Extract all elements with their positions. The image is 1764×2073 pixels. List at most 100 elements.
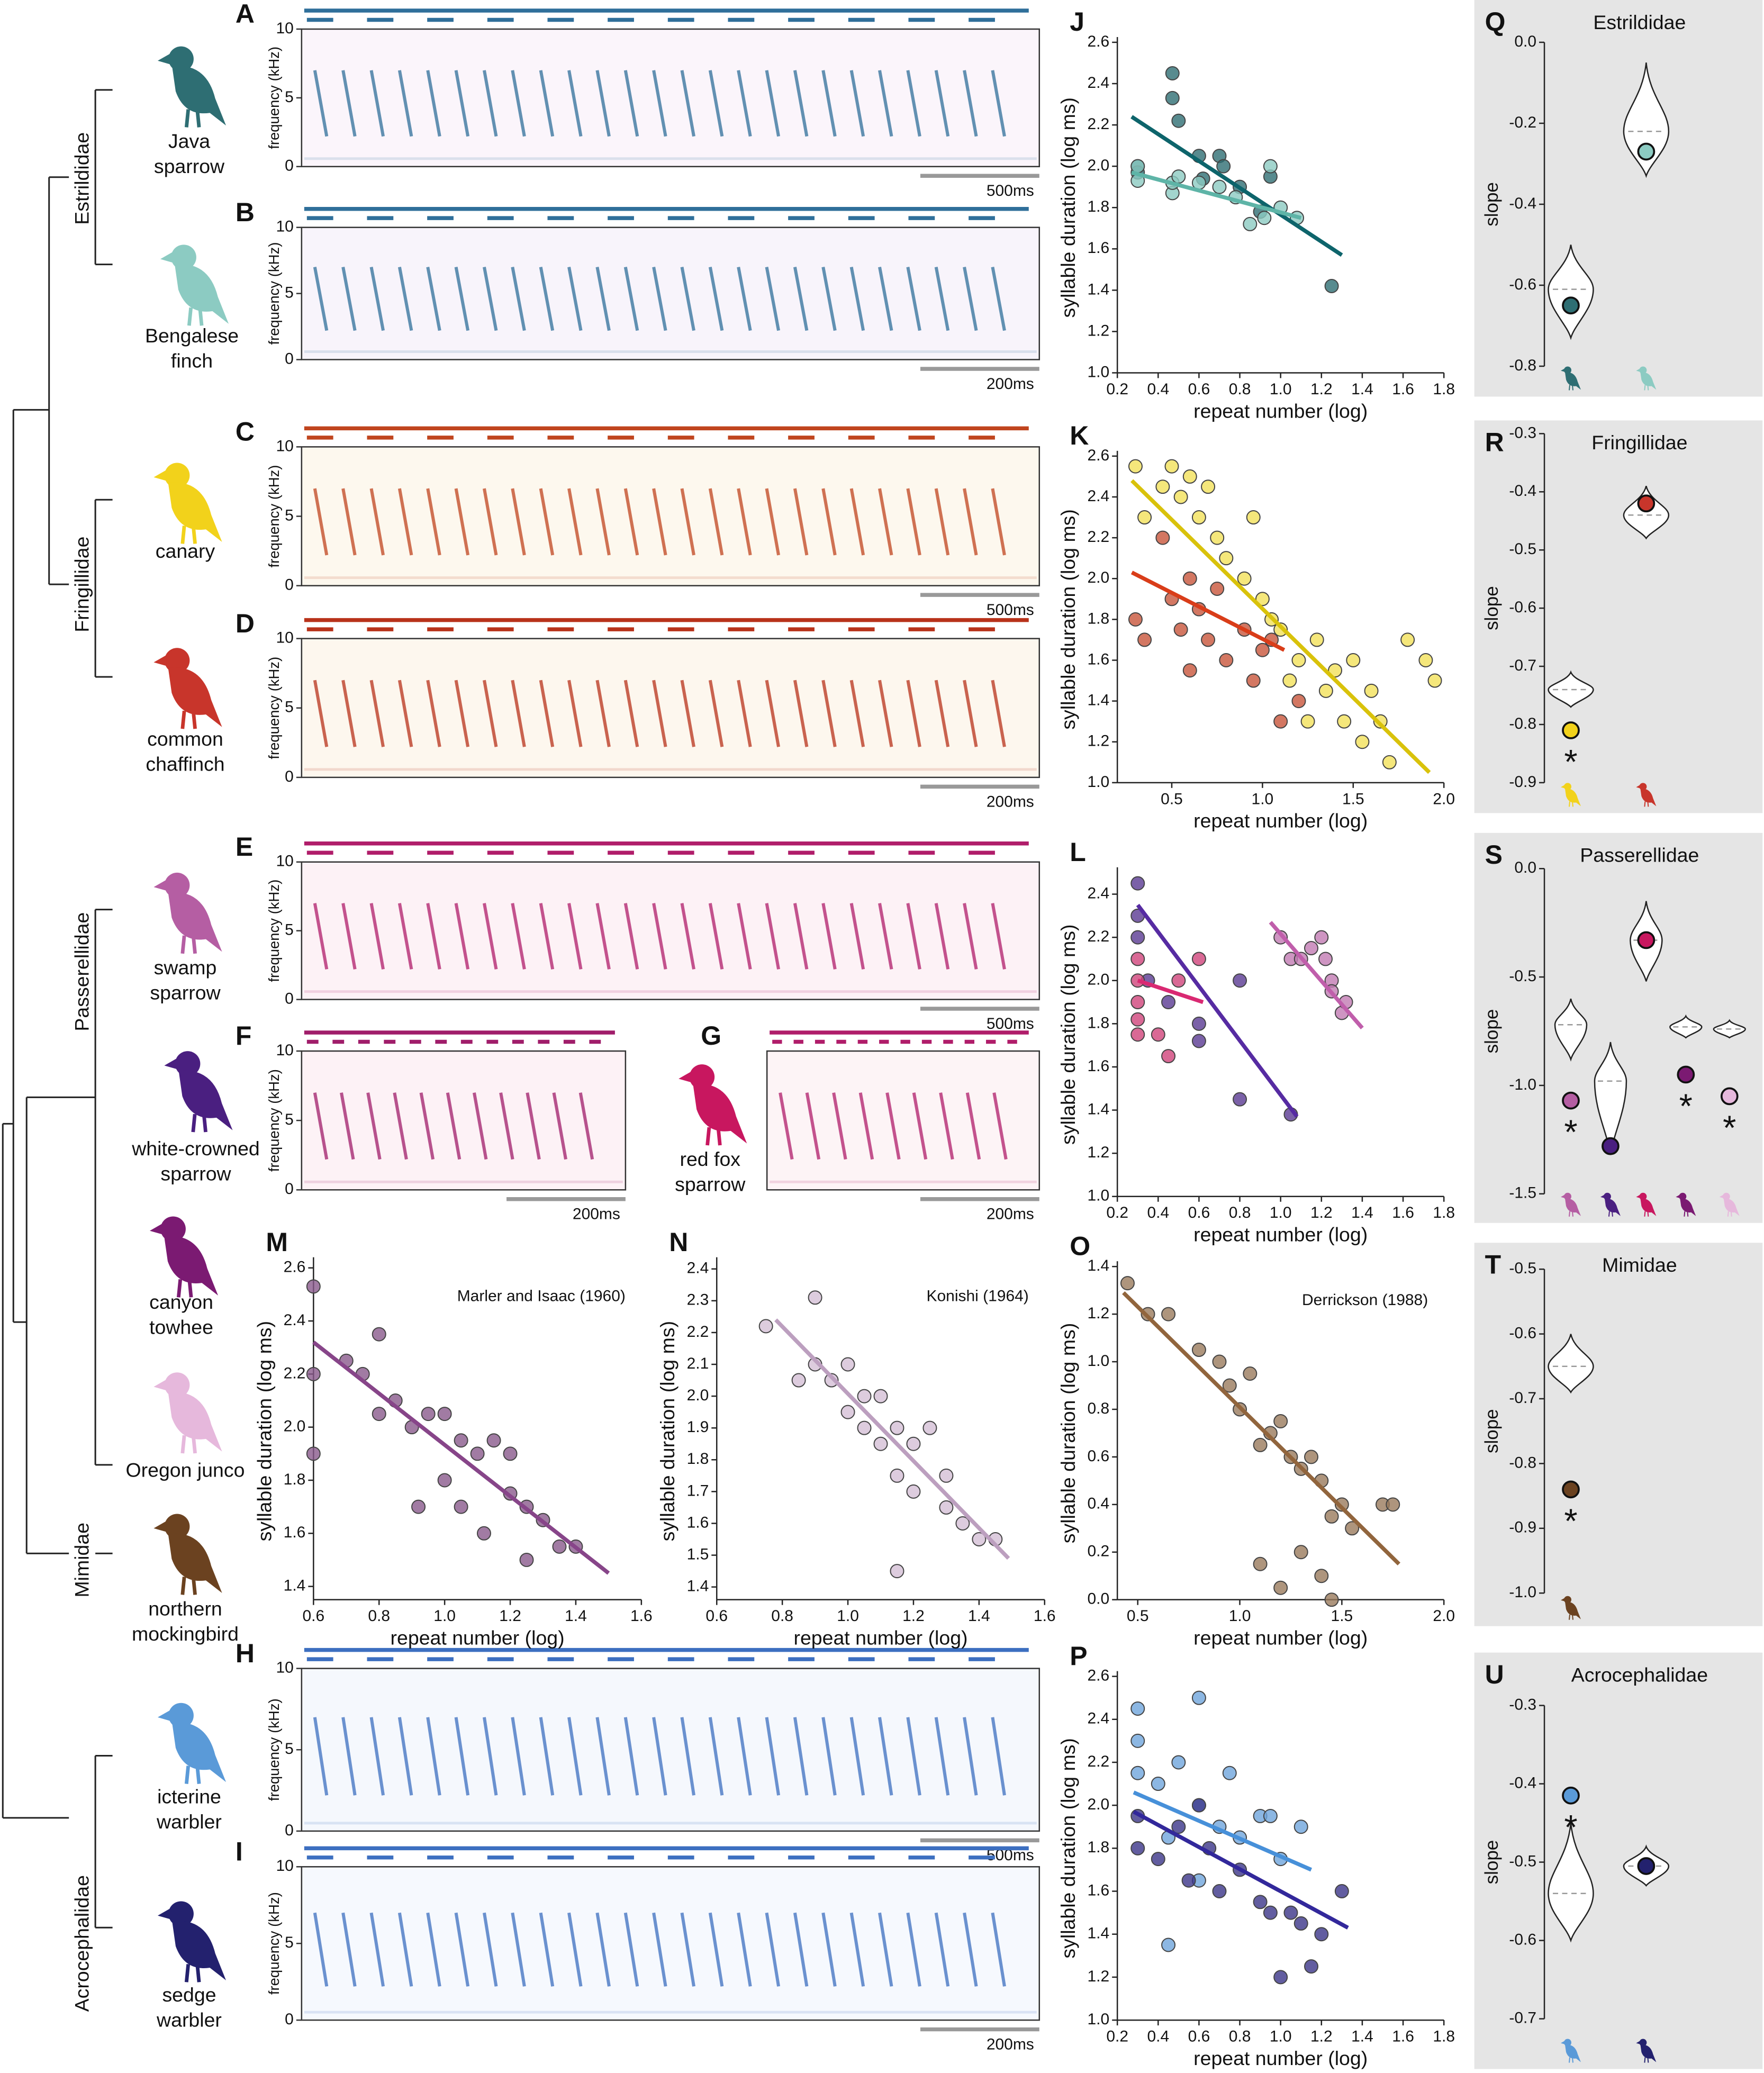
data-point bbox=[1324, 279, 1339, 294]
y-tick-label: -0.4 bbox=[1509, 482, 1536, 500]
y-tick-label: 2.6 bbox=[1087, 1667, 1109, 1684]
y-axis-label: syllable duration (log ms) bbox=[1057, 925, 1079, 1145]
y-tick-label: 2.6 bbox=[1087, 33, 1109, 50]
y-tick-label: 2.6 bbox=[284, 1259, 306, 1276]
y-tick-label: 5 bbox=[285, 284, 294, 301]
data-point bbox=[306, 1366, 321, 1381]
bird-icon bbox=[153, 648, 222, 729]
syllable-trace bbox=[454, 267, 470, 331]
x-tick-label: 1.6 bbox=[630, 1607, 653, 1625]
syllable-trace bbox=[341, 1912, 357, 1987]
syllable-trace bbox=[369, 488, 385, 556]
null-violin bbox=[1548, 1823, 1594, 1943]
data-point bbox=[972, 1532, 987, 1546]
syllable-trace bbox=[991, 1912, 1006, 1987]
y-tick-label: 0 bbox=[285, 1822, 294, 1839]
y-tick-label: 0 bbox=[285, 2011, 294, 2028]
syllable-trace bbox=[858, 1092, 874, 1160]
species-label: canyon bbox=[149, 1291, 213, 1313]
y-tick-label: -0.3 bbox=[1509, 424, 1536, 441]
data-point bbox=[1273, 1970, 1288, 1985]
y-tick-label: 0 bbox=[285, 990, 294, 1007]
observed-slope bbox=[1720, 1087, 1739, 1106]
data-point bbox=[1246, 510, 1261, 525]
data-point bbox=[1334, 1497, 1349, 1512]
y-tick-label: 1.7 bbox=[687, 1482, 709, 1499]
y-tick-label: 2.1 bbox=[687, 1355, 709, 1372]
panel-letter: L bbox=[1070, 837, 1086, 867]
data-point bbox=[1130, 930, 1145, 945]
data-point bbox=[1161, 1938, 1176, 1952]
bird-icon bbox=[679, 1064, 747, 1145]
x-tick-label: 0.6 bbox=[705, 1607, 728, 1625]
observed-slope bbox=[1562, 721, 1580, 739]
syllable-trace bbox=[963, 267, 978, 331]
syllable-trace bbox=[539, 1912, 555, 1987]
family-label: Fringillidae bbox=[71, 537, 93, 632]
syllable-trace bbox=[737, 680, 752, 747]
panel-letter: S bbox=[1485, 840, 1503, 870]
syllable-trace bbox=[483, 680, 498, 747]
y-tick-label: 0.6 bbox=[1087, 1447, 1109, 1465]
syllable-trace bbox=[652, 1912, 667, 1987]
syllable-trace bbox=[737, 70, 752, 137]
y-tick-label: 0.4 bbox=[1087, 1495, 1109, 1513]
data-point bbox=[1324, 1509, 1339, 1524]
species-label: finch bbox=[171, 349, 213, 372]
syllable-trace bbox=[567, 267, 583, 331]
data-point bbox=[1191, 1016, 1206, 1031]
y-tick-label: 5 bbox=[285, 1934, 294, 1951]
y-tick-label: 10 bbox=[276, 1857, 294, 1875]
bird-icon bbox=[158, 1703, 226, 1784]
data-point bbox=[1253, 1556, 1268, 1571]
species-label: swamp bbox=[154, 956, 217, 979]
syllable-trace bbox=[454, 1912, 470, 1987]
x-tick-label: 0.5 bbox=[1127, 1607, 1149, 1625]
syllable-trace bbox=[708, 70, 724, 137]
syllable-trace bbox=[765, 1912, 781, 1987]
x-tick-label: 1.0 bbox=[1270, 381, 1292, 398]
syllable-trace bbox=[454, 903, 470, 970]
data-point bbox=[1130, 1027, 1145, 1042]
species-label: mockingbird bbox=[132, 1623, 239, 1645]
syllable-trace bbox=[341, 70, 357, 137]
data-point bbox=[1293, 1545, 1308, 1560]
data-point bbox=[873, 1436, 888, 1451]
data-point bbox=[791, 1373, 806, 1388]
species-label: white-crowned bbox=[131, 1137, 260, 1160]
y-tick-label: 10 bbox=[276, 629, 294, 646]
species-label: towhee bbox=[149, 1316, 213, 1338]
fit-line bbox=[1130, 115, 1343, 257]
spectrogram-box bbox=[301, 638, 1041, 778]
species-label: chaffinch bbox=[146, 753, 224, 775]
data-point bbox=[1314, 1927, 1329, 1942]
data-point bbox=[1165, 90, 1180, 105]
x-tick-label: 1.8 bbox=[1433, 1204, 1455, 1221]
x-tick-label: 1.4 bbox=[1351, 381, 1373, 398]
syllable-trace bbox=[369, 70, 385, 137]
syllable-trace bbox=[821, 1717, 837, 1796]
data-point bbox=[1263, 159, 1278, 174]
x-tick-label: 1.2 bbox=[1310, 381, 1333, 398]
species-label: sedge bbox=[162, 1984, 216, 2006]
panel-title: Estrildidae bbox=[1593, 11, 1686, 33]
syllable-trace bbox=[595, 267, 611, 331]
x-tick-label: 0.4 bbox=[1147, 2027, 1169, 2045]
data-point bbox=[1427, 673, 1442, 688]
y-axis-label: frequency (kHz) bbox=[266, 1069, 282, 1172]
y-tick-label: -0.8 bbox=[1509, 715, 1536, 732]
species-label: red fox bbox=[680, 1148, 740, 1170]
y-tick-label: -0.9 bbox=[1509, 1519, 1536, 1536]
y-tick-label: -0.5 bbox=[1509, 1260, 1536, 1277]
y-axis-label: syllable duration (log ms) bbox=[656, 1321, 679, 1541]
x-tick-label: 0.6 bbox=[1188, 2027, 1210, 2045]
syllable-trace bbox=[963, 1717, 978, 1796]
y-tick-label: 1.0 bbox=[1087, 1187, 1109, 1205]
y-tick-label: 1.4 bbox=[1087, 692, 1109, 709]
panel-letter: M bbox=[266, 1227, 288, 1257]
data-point bbox=[1304, 1959, 1319, 1974]
family-label: Acrocephalidae bbox=[71, 1875, 93, 2012]
y-tick-label: -0.6 bbox=[1509, 599, 1536, 616]
y-tick-label: 1.8 bbox=[687, 1450, 709, 1468]
x-tick-label: 1.5 bbox=[1342, 790, 1364, 808]
